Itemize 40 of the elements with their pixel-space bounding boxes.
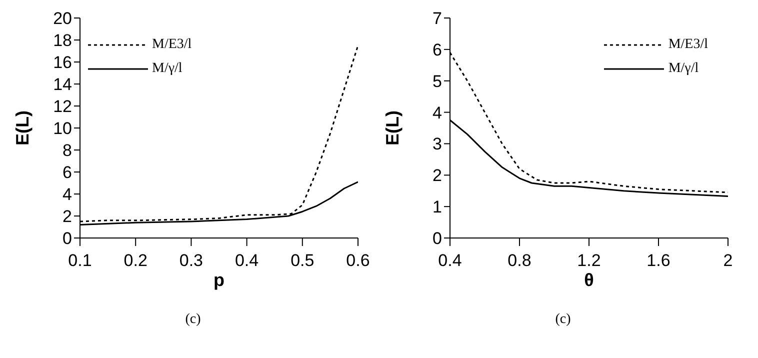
- y-tick-label: 2: [432, 166, 442, 186]
- y-tick-label: 8: [62, 141, 72, 160]
- y-axis-title: E(L): [12, 110, 32, 146]
- x-tick-label: 0.3: [179, 251, 204, 270]
- text: (c): [184, 312, 202, 328]
- legend-label: M/E3/l: [668, 37, 708, 53]
- y-tick-label: 6: [432, 40, 442, 60]
- y-tick-label: 18: [53, 31, 72, 50]
- y-tick-label: 12: [53, 97, 72, 116]
- legend-label: M/γ/l: [152, 61, 182, 77]
- y-tick-label: 20: [53, 9, 72, 28]
- x-tick-label: 0.1: [68, 251, 92, 270]
- y-tick-label: 3: [432, 134, 442, 154]
- y-tick-label: 0: [432, 229, 442, 248]
- x-tick-label: 0.4: [438, 251, 462, 270]
- y-tick-label: 16: [53, 53, 72, 72]
- x-tick-label: 1.6: [646, 251, 670, 270]
- x-axis-title: θ: [584, 270, 594, 290]
- x-tick-label: 1.2: [577, 251, 601, 270]
- y-tick-label: 14: [53, 75, 72, 94]
- y-tick-label: 6: [62, 163, 72, 182]
- y-tick-label: 10: [53, 119, 72, 138]
- x-tick-label: 2: [723, 251, 733, 270]
- x-tick-label: 0.6: [346, 251, 370, 270]
- text: (c): [554, 312, 572, 328]
- y-tick-label: 4: [62, 185, 72, 204]
- x-axis-title: p: [214, 270, 224, 290]
- y-tick-label: 4: [432, 103, 442, 122]
- y-tick-label: 0: [62, 229, 72, 248]
- x-tick-label: 0.4: [234, 251, 259, 270]
- y-tick-label: 5: [432, 72, 442, 91]
- x-tick-label: 0.2: [124, 251, 148, 270]
- y-tick-label: 2: [62, 207, 72, 226]
- x-tick-label: 0.8: [508, 251, 532, 270]
- x-tick-label: 0.5: [290, 251, 314, 270]
- y-axis-title: E(L): [382, 110, 402, 146]
- y-tick-label: 1: [432, 198, 442, 217]
- y-tick-label: 7: [432, 9, 442, 28]
- legend-label: M/γ/l: [668, 61, 699, 77]
- legend-label: M/E3/l: [152, 37, 192, 53]
